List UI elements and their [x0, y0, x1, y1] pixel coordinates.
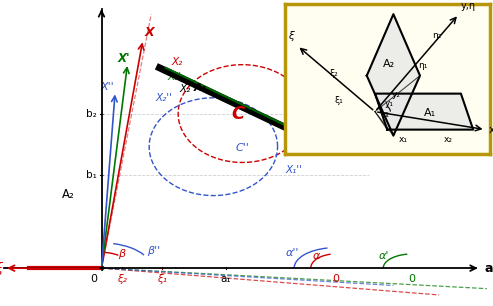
Text: α: α [313, 251, 320, 261]
Text: y₁: y₁ [385, 99, 394, 108]
Text: ξ: ξ [0, 262, 2, 275]
Text: X₁'': X₁'' [285, 165, 302, 175]
Text: y,η: y,η [461, 1, 476, 11]
Text: A₂: A₂ [62, 188, 75, 200]
Text: β: β [118, 249, 125, 259]
Text: A₁: A₁ [194, 83, 208, 93]
Text: 0: 0 [409, 274, 416, 284]
Text: ξ₂: ξ₂ [117, 274, 127, 284]
Text: X₁': X₁' [312, 128, 326, 138]
Text: x₂: x₂ [444, 135, 453, 144]
Text: b₂: b₂ [86, 109, 97, 118]
Text: η₂: η₂ [432, 31, 442, 40]
Text: b₁: b₁ [86, 170, 97, 180]
Text: x₁: x₁ [399, 135, 408, 144]
Text: C: C [232, 105, 245, 123]
Text: α': α' [379, 251, 389, 261]
Text: X': X' [117, 51, 130, 65]
Text: X₂'': X₂'' [155, 93, 173, 103]
Text: a: a [485, 262, 493, 275]
Text: η₁: η₁ [418, 61, 427, 70]
Text: 0: 0 [90, 274, 97, 284]
Text: α'': α'' [286, 248, 299, 258]
Text: b: b [97, 0, 106, 2]
Text: X'': X'' [101, 82, 114, 92]
Text: ξ₁: ξ₁ [157, 274, 167, 284]
Text: X₂: X₂ [179, 84, 190, 94]
Text: ξ₁: ξ₁ [334, 96, 343, 105]
Text: ξ: ξ [288, 31, 294, 41]
Text: a₁: a₁ [220, 274, 231, 284]
Text: A₁: A₁ [424, 108, 436, 118]
Text: C'': C'' [236, 143, 249, 153]
Text: A₂: A₂ [383, 59, 395, 69]
Text: β'': β'' [147, 246, 160, 256]
Polygon shape [367, 14, 420, 136]
Text: X₁: X₁ [311, 141, 322, 151]
Text: ξ₂: ξ₂ [330, 69, 339, 78]
Text: X₂': X₂' [168, 73, 182, 82]
Text: 0: 0 [332, 274, 339, 284]
Polygon shape [375, 94, 473, 130]
Text: y₂: y₂ [391, 90, 400, 99]
Text: X₁: X₁ [302, 119, 313, 129]
Text: X: X [145, 26, 155, 39]
Text: x: x [489, 125, 493, 135]
Text: X₂: X₂ [172, 57, 183, 67]
Text: α: α [382, 110, 388, 119]
